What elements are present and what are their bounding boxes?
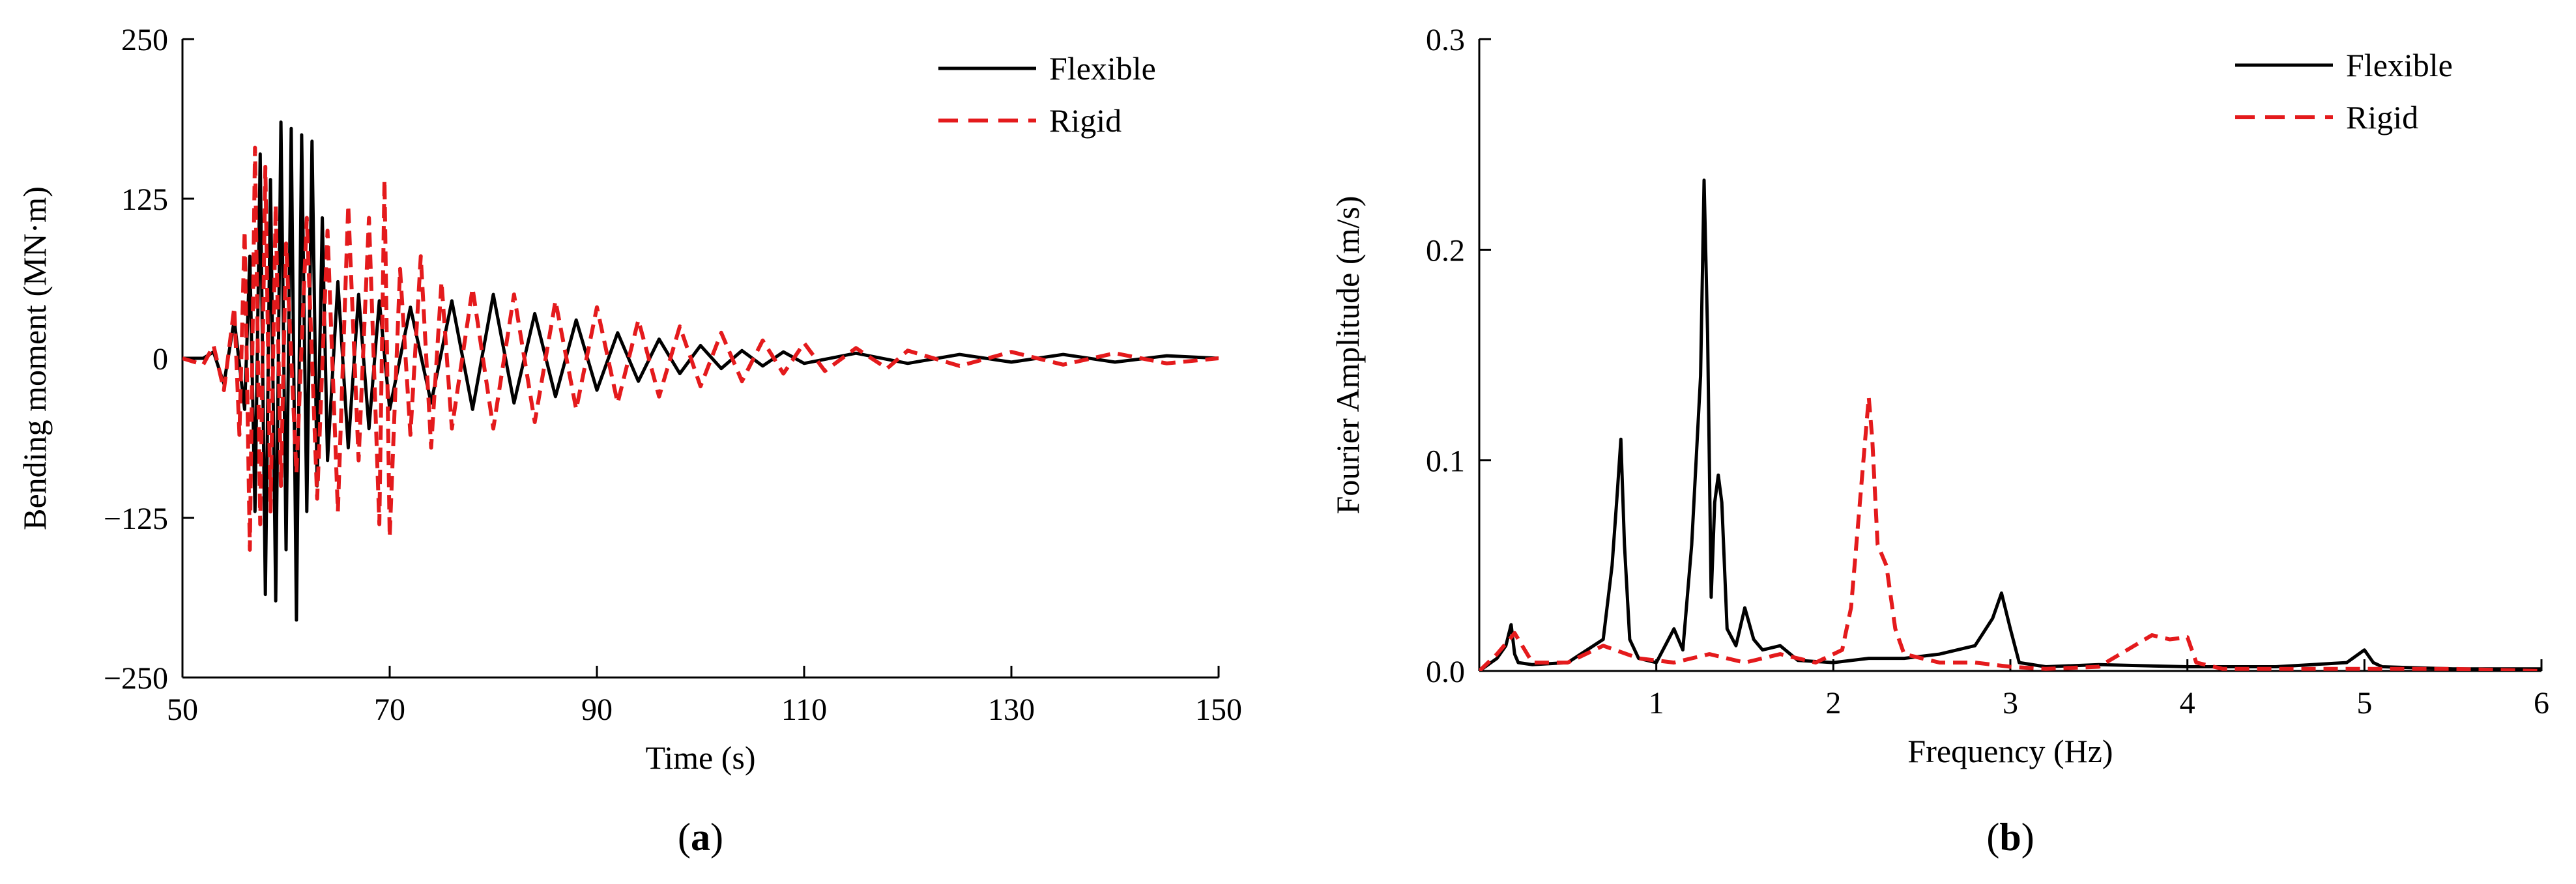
panel-label-close-paren: )	[710, 816, 723, 859]
series-line-rigid	[1479, 395, 2541, 671]
legend-label-flexible: Flexible	[2346, 47, 2453, 83]
y-tick-label: 0.0	[1426, 655, 1465, 689]
y-tick-label: 125	[121, 182, 168, 217]
legend-label-rigid: Rigid	[1049, 102, 1122, 139]
panel-label-open-paren: (	[1986, 816, 1999, 859]
y-tick-label: 0	[152, 342, 168, 377]
legend-label-rigid: Rigid	[2346, 99, 2418, 135]
panel-label-letter: b	[1999, 816, 2021, 859]
y-axis-title: Fourier Amplitude (m/s)	[1329, 196, 1366, 515]
x-tick-label: 110	[781, 692, 827, 727]
y-tick-label: −125	[104, 502, 168, 536]
y-tick-label: 0.3	[1426, 23, 1465, 57]
x-tick-label: 6	[2534, 686, 2549, 720]
x-tick-label: 90	[581, 692, 613, 727]
x-tick-label: 130	[988, 692, 1035, 727]
x-tick-label: 70	[374, 692, 405, 727]
panel-label-close-paren: )	[2021, 816, 2034, 859]
legend-label-flexible: Flexible	[1049, 50, 1156, 87]
y-tick-label: 250	[121, 23, 168, 57]
panel-label: (b)	[1986, 816, 2034, 859]
x-tick-label: 2	[1825, 686, 1841, 720]
x-tick-label: 50	[167, 692, 198, 727]
x-axis-title: Time (s)	[645, 739, 755, 776]
panel-label: (a)	[678, 816, 723, 859]
series-line-flexible	[1479, 178, 2541, 671]
x-tick-label: 150	[1195, 692, 1242, 727]
x-tick-label: 1	[1649, 686, 1664, 720]
panel-b-fourier-amplitude-chart: 0.3 0.2 0.1 0.0 1 2 3 4 5 6 Frequency (Hz) Fourier …	[1329, 23, 2549, 859]
x-axis-title: Frequency (Hz)	[1907, 733, 2113, 769]
y-axis-title: Bending moment (MN·m)	[16, 186, 53, 530]
y-tick-label: −250	[104, 661, 168, 696]
series-line-rigid	[182, 145, 1219, 552]
series-line-flexible	[182, 120, 1219, 622]
x-tick-label: 3	[2003, 686, 2018, 720]
x-tick-label: 4	[2180, 686, 2195, 720]
panel-label-open-paren: (	[678, 816, 691, 859]
x-tick-label: 5	[2356, 686, 2372, 720]
panel-label-letter: a	[691, 816, 710, 859]
y-tick-label: 0.2	[1426, 233, 1465, 268]
y-tick-label: 0.1	[1426, 444, 1465, 479]
